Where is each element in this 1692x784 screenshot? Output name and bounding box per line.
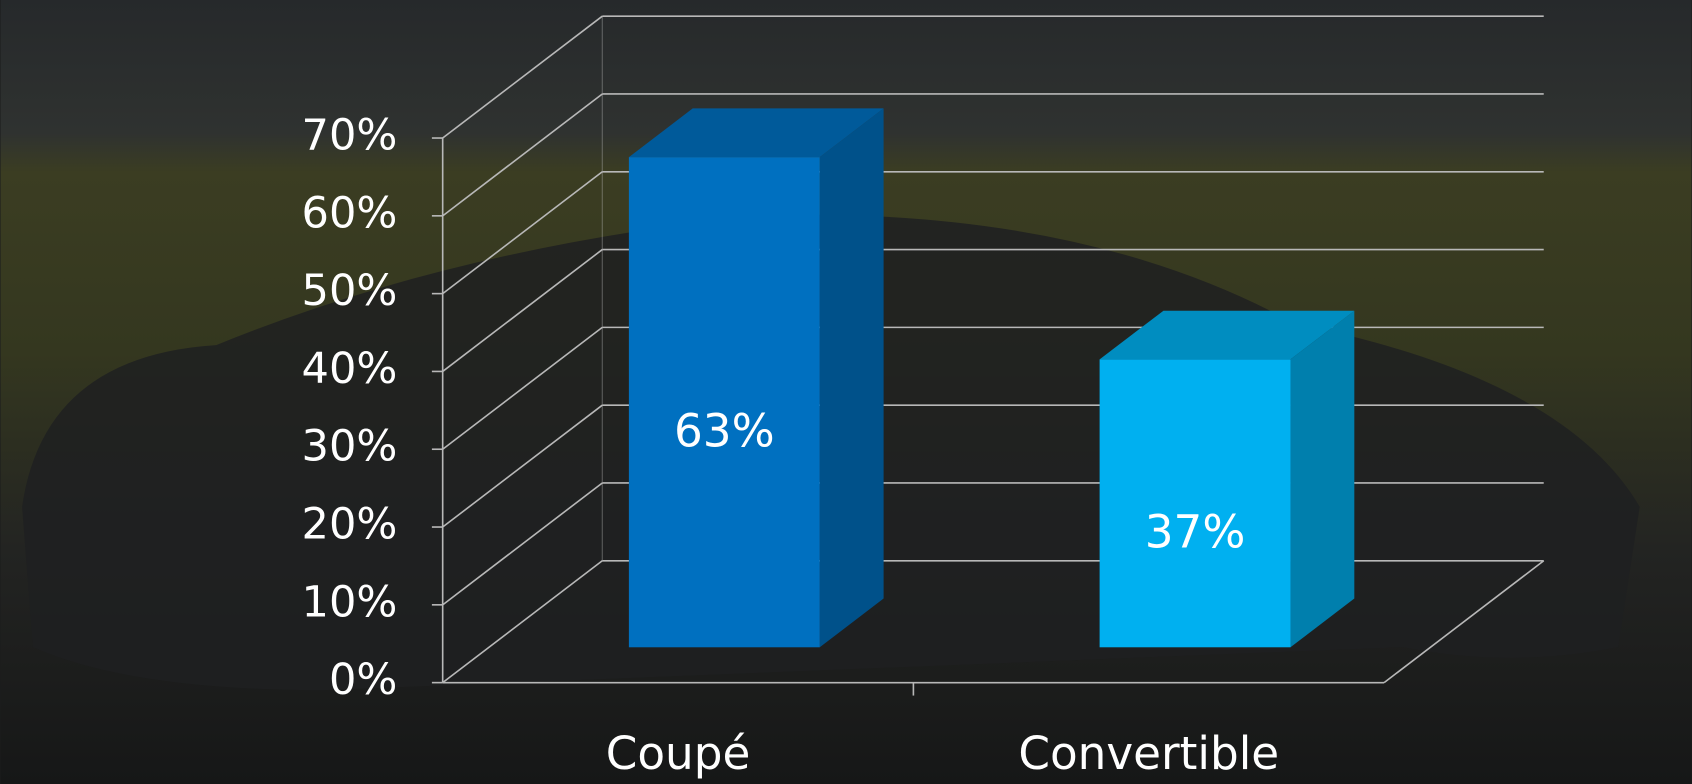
- plot-area: 0% 10% 20% 30% 40% 50% 60% 70% Coupé 63% Convertib…: [302, 15, 1545, 780]
- grid-line-side: [442, 326, 603, 450]
- floor-right: [1383, 560, 1545, 684]
- bar-side: [819, 108, 884, 648]
- value-label: 63%: [674, 405, 775, 458]
- grid-line-side: [442, 404, 603, 528]
- grid-line-side: [442, 560, 603, 684]
- bar-top: [628, 108, 884, 158]
- x-tick-label: Coupé: [606, 727, 751, 780]
- y-tick-label: 60%: [302, 188, 398, 238]
- grid-line-side: [442, 482, 603, 606]
- y-tick-label: 20%: [302, 500, 398, 550]
- grid-line-side: [442, 248, 603, 373]
- x-tick-label: Convertible: [1018, 727, 1279, 780]
- bar: [628, 157, 820, 648]
- y-tick-label: 30%: [302, 422, 398, 472]
- y-tick-label: 70%: [302, 111, 398, 161]
- y-tick-label: 10%: [302, 577, 398, 627]
- grid-line-side: [442, 171, 603, 295]
- y-tick-label: 0%: [329, 655, 397, 705]
- bar-side: [1290, 310, 1355, 648]
- grid-line-side: [442, 15, 603, 139]
- bar-top: [1099, 310, 1355, 360]
- y-tick-label: 40%: [302, 344, 398, 394]
- value-label: 37%: [1145, 506, 1246, 559]
- grid-line-side: [442, 93, 603, 217]
- bar: [1099, 359, 1291, 648]
- y-tick-label: 50%: [302, 266, 398, 316]
